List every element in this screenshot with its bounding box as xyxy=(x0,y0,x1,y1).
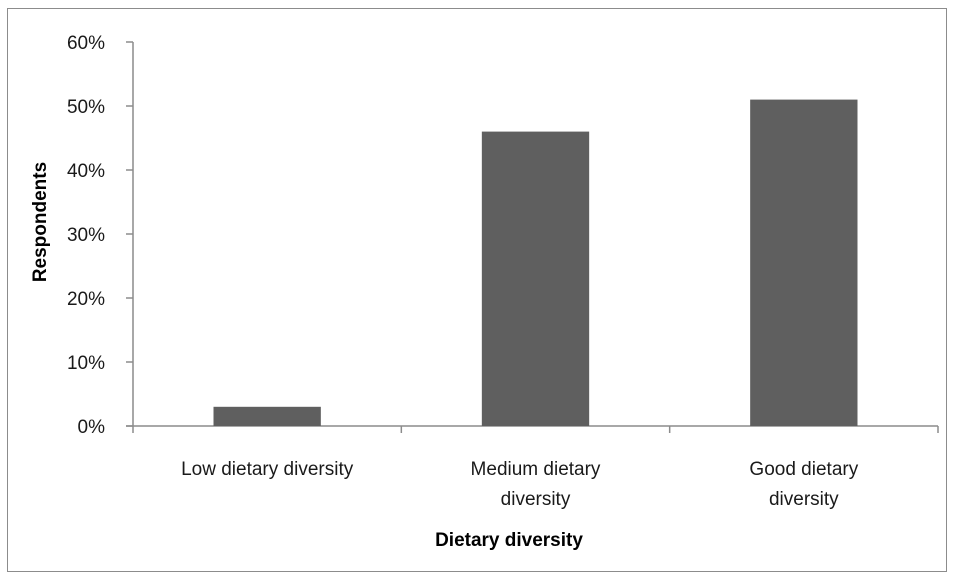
y-tick-label: 60% xyxy=(67,33,105,54)
x-tick-label: Good dietary diversity xyxy=(749,459,858,510)
x-axis xyxy=(126,425,939,433)
x-tick-label: Low dietary diversity xyxy=(181,459,354,480)
y-tick-label: 40% xyxy=(67,161,105,182)
y-tick-label: 10% xyxy=(67,353,105,374)
bar xyxy=(481,131,590,426)
x-tick-label: Medium dietary diversity xyxy=(471,459,601,510)
y-axis: 0% 10% 20% 30% 40% 50% 60% xyxy=(67,33,134,438)
bar xyxy=(213,406,321,426)
bar xyxy=(750,99,858,426)
x-tick-labels: Low dietary diversity Medium dietary diver… xyxy=(181,459,859,510)
y-tick-label: 50% xyxy=(67,97,105,118)
y-tick-label: 0% xyxy=(78,417,106,438)
x-axis-title: Dietary diversity xyxy=(435,530,583,551)
y-tick-label: 20% xyxy=(67,289,105,310)
y-axis-title: Respondents xyxy=(30,162,51,282)
bars xyxy=(213,99,858,426)
y-tick-label: 30% xyxy=(67,225,105,246)
